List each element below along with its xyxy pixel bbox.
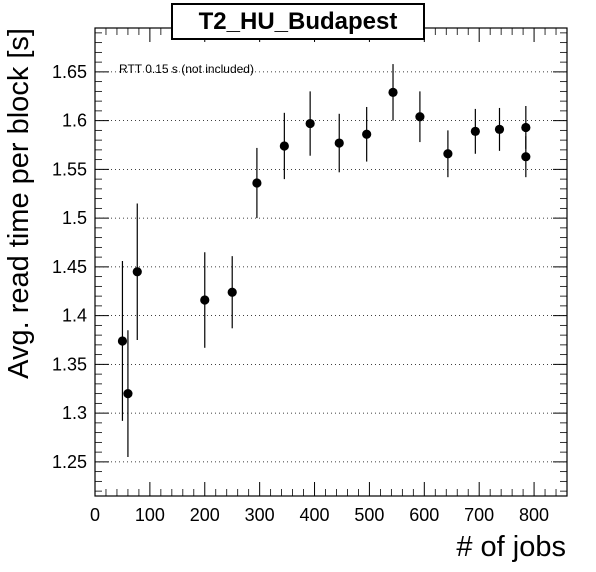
y-tick-label: 1.25 <box>52 452 87 472</box>
x-tick-label: 100 <box>135 505 165 525</box>
data-point <box>388 87 398 97</box>
data-point <box>334 138 344 148</box>
y-tick-label: 1.3 <box>62 403 87 423</box>
data-point <box>415 112 425 122</box>
data-point <box>117 336 128 346</box>
y-tick-label: 1.35 <box>52 354 87 374</box>
y-tick-label: 1.45 <box>52 257 87 277</box>
title-box <box>171 3 425 40</box>
data-series <box>117 64 531 457</box>
rtt-annotation: RTT 0.15 s (not included) <box>119 62 254 76</box>
y-tick-label: 1.65 <box>52 62 87 82</box>
y-tick-label: 1.55 <box>52 159 87 179</box>
x-tick-label: 800 <box>519 505 549 525</box>
data-point <box>443 149 453 159</box>
x-tick-label: 300 <box>245 505 275 525</box>
data-point <box>200 295 210 305</box>
x-tick-label: 0 <box>90 505 100 525</box>
data-point <box>123 389 133 399</box>
axis-ticks <box>94 28 568 496</box>
data-point <box>279 141 289 151</box>
x-tick-label: 500 <box>354 505 384 525</box>
x-tick-label: 200 <box>190 505 220 525</box>
data-point <box>494 124 505 134</box>
y-axis-title: Avg. read time per block [s] <box>3 28 35 379</box>
plot-frame <box>94 27 568 497</box>
y-tick-label: 1.4 <box>62 306 87 326</box>
data-point <box>521 122 531 133</box>
grid <box>95 71 567 463</box>
data-point <box>305 118 315 129</box>
y-tick-label: 1.5 <box>62 208 87 228</box>
data-point <box>362 129 372 139</box>
x-tick-label: 600 <box>409 505 439 525</box>
x-tick-label: 700 <box>464 505 494 525</box>
data-point <box>227 287 237 297</box>
y-tick-label: 1.6 <box>62 111 87 131</box>
tick-labels: 1.25 1.3 1.35 1.4 1.45 1.5 1.55 1.6 1.65 0 100 200 3… <box>52 62 549 525</box>
x-axis-title: # of jobs <box>456 531 566 563</box>
data-point <box>521 152 531 162</box>
data-point <box>132 267 142 277</box>
x-tick-label: 400 <box>300 505 330 525</box>
data-point <box>252 178 262 188</box>
data-point <box>470 126 480 136</box>
chart-title: T2_HU_Budapest <box>199 8 398 35</box>
